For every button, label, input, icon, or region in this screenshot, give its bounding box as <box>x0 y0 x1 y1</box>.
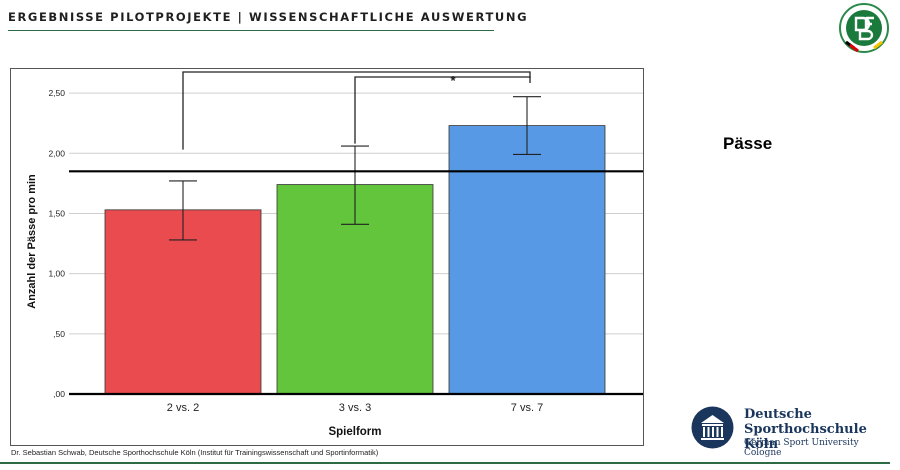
significance-bracket <box>182 71 531 150</box>
dshs-name-line2: Sporthochschule Köln <box>744 422 867 452</box>
bar <box>104 209 262 395</box>
x-axis-title: Spielform <box>328 426 381 438</box>
y-tick-label: ,00 <box>53 389 65 399</box>
significance-label: * <box>450 73 456 88</box>
significance-bracket <box>354 76 531 144</box>
y-tick-label: 2,00 <box>48 148 65 158</box>
dshs-logo: Deutsche Sporthochschule Köln German Spo… <box>690 405 895 458</box>
y-axis-title: Anzahl der Pässe pro min <box>26 174 38 309</box>
page-header-title: ERGEBNISSE PILOTPROJEKTE | WISSENSCHAFTL… <box>8 10 529 24</box>
y-tick-label: ,50 <box>53 329 65 339</box>
dfb-logo <box>839 3 889 53</box>
dshs-emblem-icon <box>691 406 734 449</box>
footer-divider <box>0 462 890 464</box>
x-tick-label: 2 vs. 2 <box>167 402 199 414</box>
footer-credit: Dr. Sebastian Schwab, Deutsche Sporthoch… <box>11 448 379 457</box>
y-tick-label: 1,50 <box>48 208 65 218</box>
x-tick-label: 3 vs. 3 <box>339 402 371 414</box>
header-divider <box>8 30 494 31</box>
section-title: Pässe <box>723 134 773 153</box>
y-tick-label: 1,00 <box>48 269 65 279</box>
dshs-subtitle: German Sport University Cologne <box>744 438 859 458</box>
dshs-name-line1: Deutsche <box>744 407 812 422</box>
chart-frame: ,00 ,50 1,00 1,50 2,00 2,50 2 vs. 2 3 vs. 3 7 vs… <box>10 68 644 446</box>
bar <box>448 125 606 395</box>
x-tick-label: 7 vs. 7 <box>511 402 543 414</box>
y-tick-label: 2,50 <box>48 88 65 98</box>
bar-chart: ,00 ,50 1,00 1,50 2,00 2,50 2 vs. 2 3 vs. 3 7 vs… <box>26 71 643 438</box>
